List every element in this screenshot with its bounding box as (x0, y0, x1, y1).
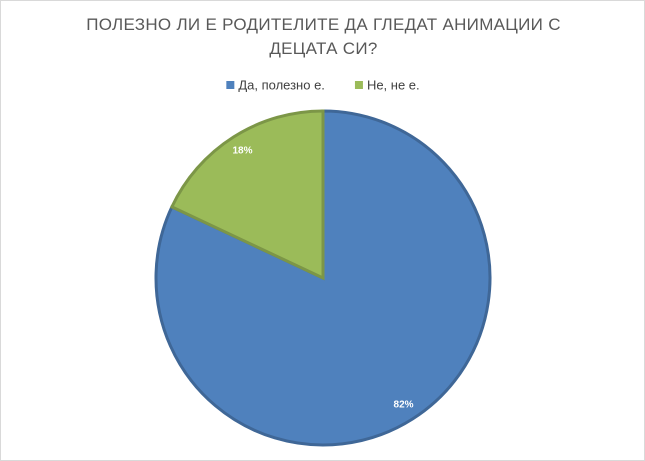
legend-label: Да, полезно е. (238, 77, 325, 92)
legend-swatch (226, 81, 235, 89)
value-label: 82% (394, 400, 414, 411)
chart-title: ПОЛЕЗНО ЛИ Е РОДИТЕЛИТЕ ДА ГЛЕДАТ АНИМАЦ… (86, 15, 561, 58)
pie-slice (169, 109, 325, 281)
value-label: 18% (232, 146, 252, 157)
legend-label: Не, не е. (367, 77, 420, 92)
legend-swatch (354, 81, 363, 89)
